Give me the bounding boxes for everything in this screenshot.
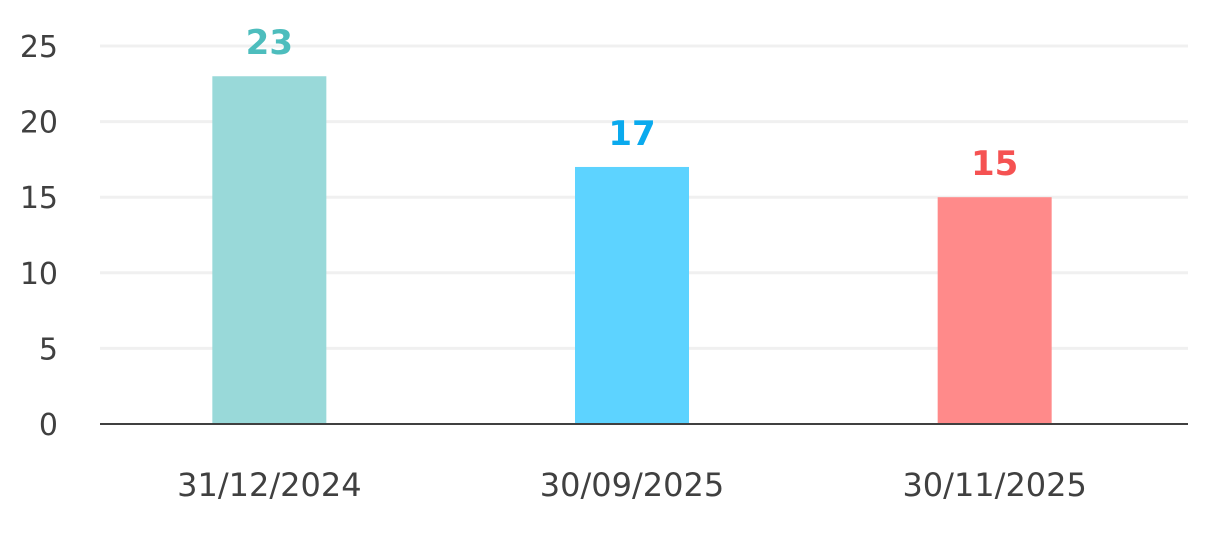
x-axis-labels: 31/12/2024 30/09/2025 30/11/2025 — [177, 466, 1087, 504]
data-label: 15 — [971, 144, 1018, 184]
bars — [212, 76, 1052, 425]
y-tick-label: 10 — [20, 257, 58, 292]
y-axis-ticks: 0 5 10 15 20 25 — [20, 30, 58, 443]
data-labels: 23 17 15 — [246, 23, 1019, 184]
y-tick-label: 25 — [20, 30, 58, 65]
x-tick-label: 30/09/2025 — [540, 466, 724, 504]
bar — [212, 76, 327, 425]
x-tick-label: 31/12/2024 — [177, 466, 361, 504]
y-tick-label: 15 — [20, 181, 58, 216]
y-tick-label: 20 — [20, 106, 58, 141]
y-tick-label: 5 — [39, 332, 58, 367]
x-tick-label: 30/11/2025 — [902, 466, 1086, 504]
bar — [575, 166, 689, 424]
data-label: 17 — [608, 114, 655, 154]
data-label: 23 — [246, 23, 293, 63]
bar — [937, 197, 1052, 424]
y-tick-label: 0 — [39, 408, 58, 443]
